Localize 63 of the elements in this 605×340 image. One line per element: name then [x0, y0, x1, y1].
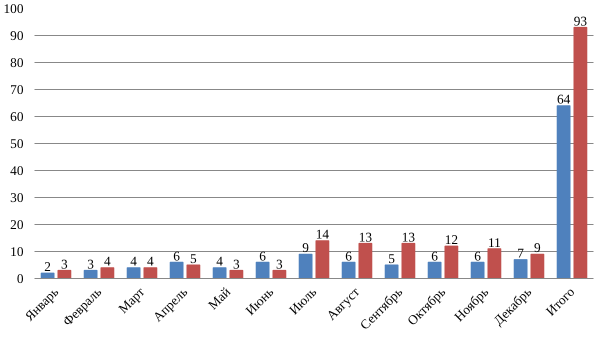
data-label: 64	[556, 92, 571, 107]
y-tick-label: 0	[16, 271, 24, 286]
data-label: 13	[402, 229, 416, 244]
data-label: 2	[44, 259, 51, 274]
bar	[298, 254, 313, 278]
bar	[186, 264, 200, 278]
data-label: 11	[488, 234, 501, 250]
data-label: 6	[345, 248, 352, 264]
data-label: 3	[61, 256, 68, 272]
data-label: 3	[276, 256, 284, 272]
y-tick-label: 90	[10, 28, 24, 43]
data-label: 14	[316, 226, 330, 242]
bar	[342, 262, 356, 278]
data-label: 6	[259, 248, 266, 264]
bar	[444, 246, 458, 278]
data-label: 4	[147, 254, 154, 269]
data-label: 3	[87, 256, 94, 272]
bar	[530, 254, 544, 278]
y-tick-label: 70	[10, 82, 24, 97]
bar	[384, 264, 399, 278]
data-label: 4	[104, 254, 112, 269]
data-label: 7	[517, 246, 524, 261]
bar	[487, 248, 502, 278]
bar	[143, 267, 158, 278]
bar	[84, 270, 98, 278]
y-tick-label: 60	[10, 109, 24, 124]
data-label: 6	[431, 248, 438, 264]
y-tick-label: 50	[10, 136, 24, 151]
bar	[573, 26, 588, 278]
data-label: 5	[190, 251, 198, 266]
y-tick-label: 80	[10, 55, 24, 70]
bar	[315, 240, 330, 278]
data-label: 6	[474, 248, 482, 264]
bar	[256, 262, 270, 278]
data-label: 6	[173, 248, 180, 264]
data-label: 9	[302, 240, 310, 256]
data-label: 12	[444, 232, 458, 248]
bar	[100, 267, 114, 278]
bar	[272, 270, 286, 278]
data-label: 5	[388, 251, 396, 266]
bar	[358, 242, 372, 278]
bar	[40, 272, 55, 278]
data-label: 3	[233, 256, 240, 272]
data-label: 13	[358, 229, 372, 244]
y-tick-label: 40	[10, 163, 24, 178]
y-tick-label: 20	[10, 217, 24, 232]
y-tick-label: 30	[10, 190, 24, 205]
bar	[212, 267, 227, 278]
y-tick-label: 100	[4, 1, 24, 16]
data-label: 9	[534, 240, 542, 256]
bar	[428, 262, 442, 278]
data-label: 4	[216, 254, 224, 269]
bar	[57, 270, 72, 278]
bar	[514, 259, 528, 278]
bar	[126, 267, 141, 278]
data-label: 93	[574, 13, 588, 28]
y-tick-label: 10	[10, 244, 24, 259]
bar	[470, 262, 485, 278]
bar	[401, 242, 416, 278]
bar	[170, 262, 184, 278]
bar	[556, 105, 571, 278]
data-label: 4	[130, 254, 138, 269]
bar	[229, 270, 244, 278]
